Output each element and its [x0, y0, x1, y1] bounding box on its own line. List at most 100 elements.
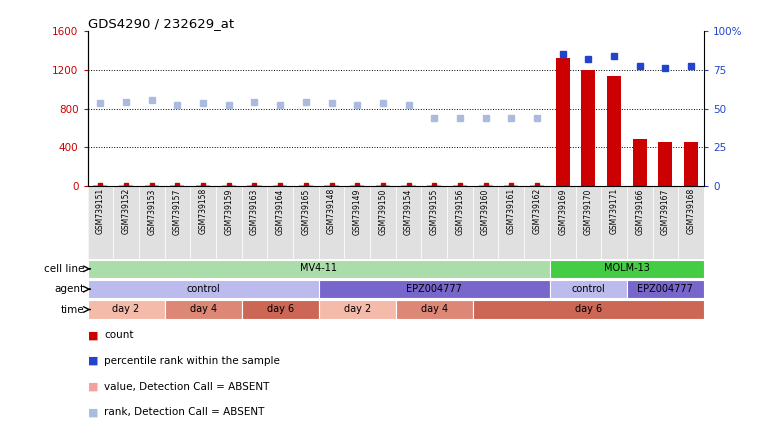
Bar: [376, 185, 390, 186]
Bar: [94, 185, 107, 186]
Bar: [370, 186, 396, 259]
Bar: [601, 186, 627, 259]
Text: ■: ■: [88, 382, 98, 392]
Text: GSM739165: GSM739165: [301, 188, 310, 234]
Bar: [196, 185, 210, 186]
Bar: [324, 185, 339, 186]
Text: day 6: day 6: [575, 304, 602, 314]
Bar: [684, 143, 698, 186]
Bar: [581, 70, 595, 186]
Text: GSM739160: GSM739160: [481, 188, 490, 234]
Text: rank, Detection Call = ABSENT: rank, Detection Call = ABSENT: [104, 408, 265, 417]
Bar: [88, 300, 164, 319]
Text: ■: ■: [88, 330, 98, 340]
Bar: [627, 280, 704, 298]
Text: GSM739159: GSM739159: [224, 188, 234, 234]
Bar: [119, 185, 133, 186]
Text: GSM739162: GSM739162: [533, 188, 542, 234]
Text: agent: agent: [54, 284, 84, 294]
Bar: [498, 186, 524, 259]
Bar: [299, 185, 313, 186]
Text: percentile rank within the sample: percentile rank within the sample: [104, 356, 280, 366]
Bar: [145, 185, 159, 186]
Bar: [139, 186, 164, 259]
Text: GSM739163: GSM739163: [250, 188, 259, 234]
Bar: [447, 186, 473, 259]
Bar: [88, 186, 113, 259]
Bar: [658, 143, 673, 186]
Bar: [556, 58, 570, 186]
Text: MOLM-13: MOLM-13: [604, 263, 650, 274]
Text: GSM739171: GSM739171: [610, 188, 619, 234]
Text: cell line: cell line: [44, 264, 84, 274]
Bar: [319, 300, 396, 319]
Bar: [164, 300, 242, 319]
Bar: [427, 185, 441, 186]
Text: control: control: [572, 284, 605, 294]
Bar: [453, 185, 467, 186]
Text: day 2: day 2: [113, 304, 140, 314]
Bar: [88, 280, 319, 298]
Text: GDS4290 / 232629_at: GDS4290 / 232629_at: [88, 17, 234, 30]
Bar: [473, 300, 704, 319]
Text: GSM739164: GSM739164: [275, 188, 285, 234]
Bar: [530, 185, 544, 186]
Text: day 4: day 4: [189, 304, 217, 314]
Text: GSM739161: GSM739161: [507, 188, 516, 234]
Bar: [396, 186, 422, 259]
Bar: [422, 186, 447, 259]
Text: GSM739168: GSM739168: [686, 188, 696, 234]
Text: GSM739153: GSM739153: [147, 188, 156, 234]
Bar: [575, 186, 601, 259]
Text: GSM739150: GSM739150: [378, 188, 387, 234]
Bar: [653, 186, 678, 259]
Text: GSM739151: GSM739151: [96, 188, 105, 234]
Text: value, Detection Call = ABSENT: value, Detection Call = ABSENT: [104, 382, 269, 392]
Text: GSM739152: GSM739152: [122, 188, 131, 234]
Bar: [344, 186, 370, 259]
Bar: [402, 185, 416, 186]
Text: GSM739148: GSM739148: [327, 188, 336, 234]
Bar: [273, 185, 287, 186]
Bar: [190, 186, 216, 259]
Text: MV4-11: MV4-11: [300, 263, 337, 274]
Text: ■: ■: [88, 408, 98, 417]
Bar: [632, 139, 647, 186]
Bar: [549, 260, 704, 278]
Text: day 6: day 6: [266, 304, 294, 314]
Bar: [247, 185, 262, 186]
Bar: [242, 300, 319, 319]
Bar: [164, 186, 190, 259]
Bar: [88, 260, 550, 278]
Bar: [678, 186, 704, 259]
Bar: [113, 186, 139, 259]
Text: GSM739156: GSM739156: [455, 188, 464, 234]
Text: day 4: day 4: [421, 304, 447, 314]
Text: GSM739169: GSM739169: [558, 188, 567, 234]
Bar: [170, 185, 184, 186]
Bar: [607, 75, 621, 186]
Bar: [627, 186, 653, 259]
Bar: [319, 280, 550, 298]
Bar: [549, 280, 627, 298]
Bar: [293, 186, 319, 259]
Text: GSM739155: GSM739155: [430, 188, 439, 234]
Text: GSM739149: GSM739149: [352, 188, 361, 234]
Bar: [216, 186, 242, 259]
Text: time: time: [61, 305, 84, 314]
Text: GSM739154: GSM739154: [404, 188, 413, 234]
Text: GSM739166: GSM739166: [635, 188, 645, 234]
Bar: [267, 186, 293, 259]
Text: EPZ004777: EPZ004777: [406, 284, 462, 294]
Bar: [549, 186, 575, 259]
Text: GSM739170: GSM739170: [584, 188, 593, 234]
Bar: [350, 185, 365, 186]
Text: GSM739158: GSM739158: [199, 188, 208, 234]
Text: GSM739167: GSM739167: [661, 188, 670, 234]
Text: GSM739157: GSM739157: [173, 188, 182, 234]
Bar: [479, 185, 492, 186]
Bar: [242, 186, 267, 259]
Bar: [524, 186, 550, 259]
Text: day 2: day 2: [343, 304, 371, 314]
Text: count: count: [104, 330, 134, 340]
